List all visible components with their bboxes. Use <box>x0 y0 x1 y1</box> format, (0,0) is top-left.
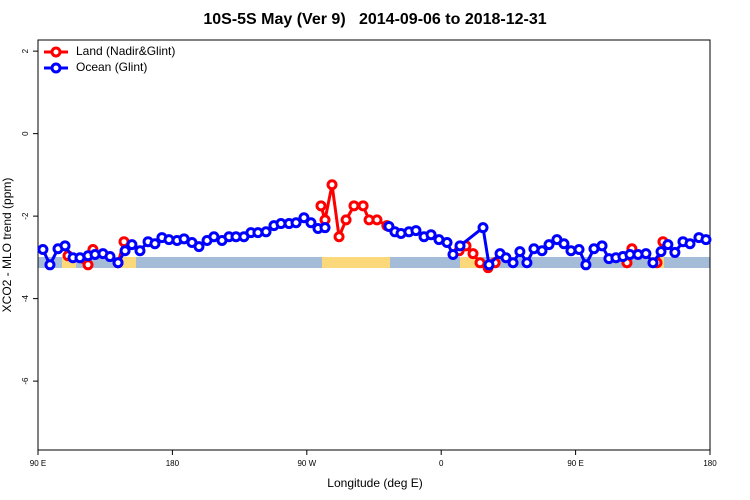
y-tick-label: -2 <box>21 212 30 220</box>
land-strip <box>322 257 390 268</box>
y-axis-label: XCO2 - MLO trend (ppm) <box>0 178 14 313</box>
y-tick-label: 0 <box>21 131 30 136</box>
point <box>112 257 124 269</box>
x-tick-label: 180 <box>166 459 180 468</box>
point <box>514 246 526 258</box>
y-tick-label: -4 <box>21 295 30 303</box>
point <box>684 238 696 250</box>
legend-label: Ocean (Glint) <box>76 60 147 74</box>
point <box>193 241 205 253</box>
x-axis-label: Longitude (deg E) <box>327 476 422 490</box>
point <box>477 222 489 234</box>
point <box>298 212 310 224</box>
point <box>104 251 116 263</box>
point <box>208 231 220 243</box>
point <box>558 238 570 250</box>
legend-marker <box>50 62 62 74</box>
point <box>662 239 674 251</box>
point <box>260 226 272 238</box>
point <box>59 240 71 252</box>
point <box>596 240 608 252</box>
point <box>580 259 592 271</box>
point <box>483 259 495 271</box>
point <box>474 257 486 269</box>
plot-frame <box>37 39 711 451</box>
x-tick-label: 90 E <box>30 459 46 468</box>
point <box>357 200 369 212</box>
y-tick-label: -6 <box>21 377 30 385</box>
point <box>441 237 453 249</box>
point <box>521 257 533 269</box>
legend-marker <box>50 46 62 58</box>
chart-title: 10S-5S May (Ver 9) 2014-09-06 to 2018-12… <box>203 11 546 28</box>
point <box>37 244 49 256</box>
point <box>149 238 161 250</box>
point <box>348 200 360 212</box>
land-strip <box>118 257 136 268</box>
point <box>640 248 652 260</box>
point <box>573 244 585 256</box>
point <box>425 229 437 241</box>
point <box>44 259 56 271</box>
point <box>290 217 302 229</box>
point <box>371 214 383 226</box>
point <box>315 200 327 212</box>
point <box>454 240 466 252</box>
point <box>305 217 317 229</box>
point <box>126 239 138 251</box>
point <box>333 231 345 243</box>
point <box>536 245 548 257</box>
point <box>326 179 338 191</box>
point <box>669 246 681 258</box>
point <box>543 239 555 251</box>
point <box>700 234 712 246</box>
point <box>500 252 512 264</box>
point <box>119 245 131 257</box>
land-strip <box>62 257 76 268</box>
point <box>447 248 459 260</box>
point <box>82 259 94 271</box>
point <box>410 225 422 237</box>
point <box>507 257 519 269</box>
point <box>647 257 659 269</box>
y-tick-label: 2 <box>21 48 30 53</box>
point <box>655 246 667 258</box>
x-tick-label: 0 <box>439 459 444 468</box>
land-strip <box>460 257 482 268</box>
x-tick-label: 180 <box>703 459 717 468</box>
x-tick-label: 90 W <box>297 459 316 468</box>
point <box>340 214 352 226</box>
point <box>319 222 331 234</box>
point <box>467 248 479 260</box>
x-tick-label: 90 E <box>567 459 583 468</box>
point <box>134 245 146 257</box>
legend-label: Land (Nadir&Glint) <box>76 44 175 58</box>
